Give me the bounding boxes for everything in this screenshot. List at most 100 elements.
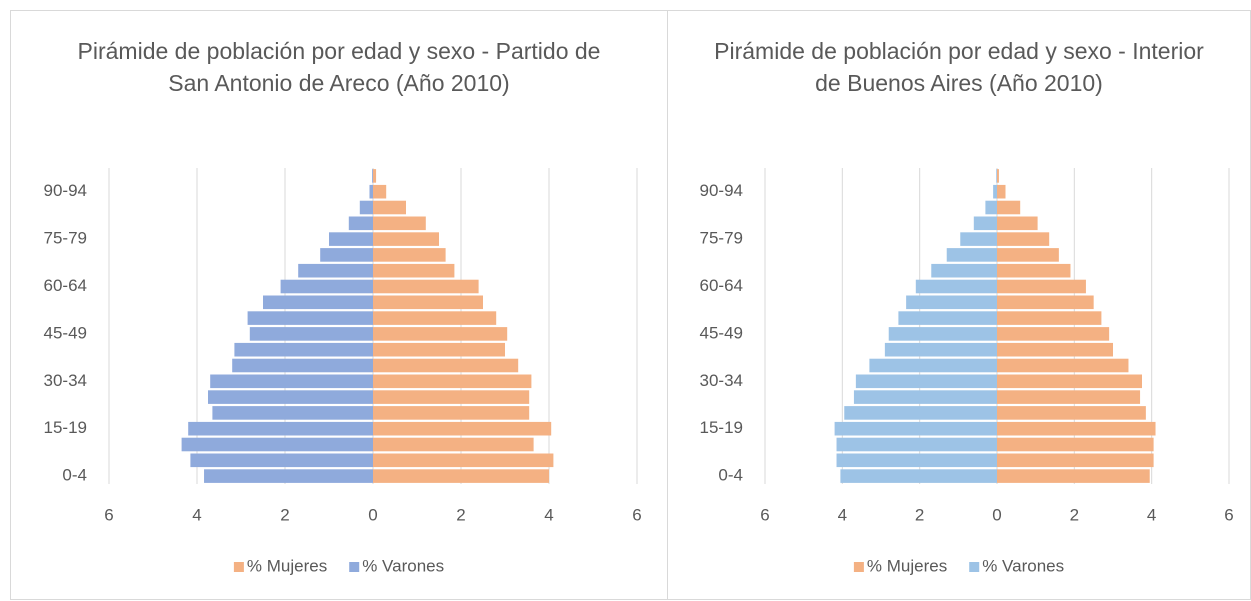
bar [931,263,997,278]
bar [997,453,1154,468]
bar [997,358,1129,373]
bar [373,169,377,183]
x-tick-label: 2 [1070,505,1079,524]
bar [373,358,519,373]
bar [359,200,373,215]
bar [960,232,997,246]
bar [320,248,373,262]
bar [997,184,1006,199]
y-tick-label: 90-94 [700,181,743,200]
bar [888,327,997,341]
bar [373,327,508,341]
legend-label: % Varones [982,556,1064,575]
bar [232,358,373,373]
legend-swatch [853,562,864,572]
bar [997,342,1113,357]
bar [329,232,373,246]
bar [997,406,1146,420]
bar [906,295,997,310]
y-tick-label: 15-19 [700,418,743,437]
x-tick-label: 2 [280,505,289,524]
bar [247,311,373,325]
bar [348,216,373,231]
bar [915,279,997,294]
y-tick-label: 60-64 [700,276,743,295]
bar [181,437,373,452]
chart-panel: Pirámide de población por edad y sexo - … [10,10,668,600]
bar [373,406,530,420]
y-tick-label: 90-94 [44,181,87,200]
bar [373,184,387,199]
y-tick-label: 0-4 [62,466,87,485]
bar [855,374,997,389]
bar [373,263,455,278]
bar [997,421,1156,436]
x-tick-label: 6 [760,505,769,524]
y-tick-label: 0-4 [718,466,743,485]
bar [997,169,999,183]
bar [249,327,373,341]
bar [373,232,439,246]
bar [997,390,1141,404]
y-tick-label: 30-34 [44,371,87,390]
bar [263,295,373,310]
y-tick-label: 75-79 [44,229,87,248]
legend: % Mujeres % Varones [233,556,444,575]
bar [373,279,479,294]
bar [898,311,997,325]
bar [834,421,997,436]
bar [997,437,1154,452]
bar [373,295,483,310]
x-tick-label: 4 [192,505,201,524]
bar [997,232,1050,246]
chart: 6 4 2 0 2 4 6 0-4 15-19 30-34 45-49 60-64 75-79 90-94… [44,168,642,575]
x-tick-label: 0 [368,505,377,524]
legend-swatch [969,562,980,572]
bar [373,421,552,436]
chart-panel: Pirámide de población por edad y sexo - … [667,10,1251,600]
bar [996,169,997,183]
bar [997,200,1021,215]
bar [836,453,997,468]
bar [997,295,1094,310]
bar [997,279,1086,294]
legend-swatch [349,562,360,572]
bar [373,437,534,452]
bar [373,311,497,325]
bar [997,374,1142,389]
bar [997,216,1038,231]
bar [204,469,373,483]
y-tick-label: 30-34 [700,371,743,390]
bar [373,200,406,215]
x-tick-label: 6 [632,505,641,524]
bar [853,390,997,404]
bar [997,327,1110,341]
legend-label: % Varones [362,556,444,575]
legend-label: % Mujeres [247,556,327,575]
bar [373,342,505,357]
y-tick-label: 45-49 [44,323,87,342]
bar [373,248,446,262]
y-tick-label: 45-49 [700,323,743,342]
bar [373,469,549,483]
bar [993,184,997,199]
bar [234,342,373,357]
y-tick-label: 15-19 [44,418,87,437]
x-tick-label: 4 [1147,505,1156,524]
bar [298,263,373,278]
chart-title: Pirámide de población por edad y sexo - … [714,38,1204,96]
bar [208,390,373,404]
x-tick-label: 4 [838,505,847,524]
bar [985,200,997,215]
bar [836,437,997,452]
x-tick-label: 6 [104,505,113,524]
bar [212,406,373,420]
x-tick-label: 2 [915,505,924,524]
bar [997,469,1150,483]
bar [997,311,1102,325]
bar [373,453,554,468]
bar [372,169,373,183]
bar [210,374,373,389]
x-tick-label: 4 [544,505,553,524]
